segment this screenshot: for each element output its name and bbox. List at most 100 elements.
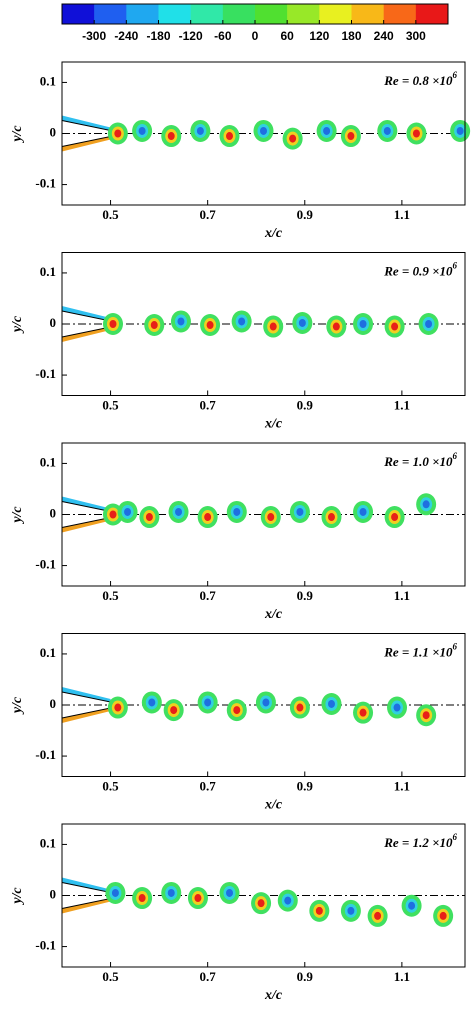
colorbar-swatch bbox=[190, 4, 224, 24]
vortex-core bbox=[170, 706, 178, 715]
x-tick-label: 1.1 bbox=[394, 397, 410, 412]
x-tick-label: 0.5 bbox=[102, 397, 119, 412]
vortex-core bbox=[233, 706, 241, 715]
vortex-core bbox=[315, 906, 323, 915]
x-tick-label: 0.7 bbox=[200, 969, 217, 984]
colorbar-label: -300 bbox=[82, 29, 106, 43]
vortex-core bbox=[204, 698, 212, 707]
y-tick-label: 0 bbox=[50, 505, 57, 520]
x-tick-label: 0.9 bbox=[297, 969, 314, 984]
x-tick-label: 0.7 bbox=[200, 778, 217, 793]
colorbar-label: 0 bbox=[252, 29, 259, 43]
x-axis-label: x/c bbox=[264, 226, 283, 241]
vortex-core bbox=[412, 129, 420, 138]
vortex-core bbox=[439, 911, 447, 920]
x-tick-label: 1.1 bbox=[394, 778, 410, 793]
vortex-core bbox=[114, 129, 122, 138]
y-axis-label: y/c bbox=[10, 125, 25, 144]
y-tick-label: 0 bbox=[50, 124, 57, 139]
vortex-core bbox=[359, 320, 367, 328]
x-tick-label: 0.5 bbox=[102, 588, 119, 603]
x-axis-label: x/c bbox=[264, 988, 283, 1003]
colorbar-label: 300 bbox=[406, 29, 426, 43]
vortex-core bbox=[148, 698, 156, 707]
annotation-text: Re = 0.9 ×10 bbox=[383, 263, 453, 278]
vortex-core bbox=[359, 507, 367, 516]
vortex-core bbox=[145, 513, 153, 522]
x-tick-label: 1.1 bbox=[394, 969, 410, 984]
y-axis-label: y/c bbox=[10, 315, 25, 334]
y-tick-label: -0.1 bbox=[35, 747, 56, 762]
y-tick-label: -0.1 bbox=[35, 176, 56, 191]
vortex-core bbox=[257, 899, 265, 908]
vortex-core bbox=[456, 126, 464, 135]
vortex-core bbox=[425, 320, 433, 328]
annotation: Re = 0.9 ×106 bbox=[383, 261, 457, 279]
colorbar-swatch bbox=[287, 4, 320, 24]
y-axis-label: y/c bbox=[10, 696, 25, 715]
colorbar-swatch bbox=[222, 4, 256, 24]
colorbar-label: 120 bbox=[309, 29, 329, 43]
vortex-core bbox=[150, 321, 158, 330]
colorbar-swatch bbox=[255, 4, 288, 24]
annotation-exponent: 6 bbox=[453, 832, 458, 842]
vortex-core bbox=[374, 911, 382, 920]
annotation-exponent: 6 bbox=[453, 451, 458, 461]
vortex-core bbox=[109, 320, 117, 328]
annotation: Re = 1.2 ×106 bbox=[383, 832, 457, 850]
colorbar-label: 240 bbox=[374, 29, 394, 43]
y-tick-label: -0.1 bbox=[35, 938, 56, 953]
colorbar-swatch bbox=[383, 4, 417, 24]
vortex-core bbox=[359, 708, 367, 717]
x-axis-label: x/c bbox=[264, 798, 283, 813]
colorbar-swatch bbox=[62, 4, 95, 24]
vortex-core bbox=[289, 134, 297, 143]
annotation-exponent: 6 bbox=[453, 642, 458, 652]
vortex-core bbox=[167, 132, 175, 141]
colorbar-swatch bbox=[415, 4, 449, 24]
vortex-core bbox=[226, 132, 234, 141]
y-tick-label: 0 bbox=[50, 315, 57, 330]
y-tick-label: 0 bbox=[50, 886, 57, 901]
vortex-core bbox=[124, 507, 132, 516]
vortex-core bbox=[298, 318, 306, 327]
colorbar-label: -60 bbox=[214, 29, 232, 43]
x-tick-label: 0.7 bbox=[200, 207, 217, 222]
x-axis-label: x/c bbox=[264, 417, 283, 432]
y-tick-label: 0.1 bbox=[40, 835, 56, 850]
vortex-core bbox=[296, 703, 304, 712]
colorbar-label: -180 bbox=[146, 29, 170, 43]
vortex-core bbox=[260, 126, 267, 135]
x-tick-label: 0.7 bbox=[200, 397, 217, 412]
x-tick-label: 0.7 bbox=[200, 588, 217, 603]
vortex-core bbox=[204, 513, 212, 522]
annotation-text: Re = 1.0 ×10 bbox=[383, 454, 453, 469]
vortex-core bbox=[383, 126, 391, 135]
annotation: Re = 1.0 ×106 bbox=[383, 451, 457, 469]
y-tick-label: -0.1 bbox=[35, 366, 56, 381]
colorbar-label: -120 bbox=[179, 29, 203, 43]
vortex-core bbox=[206, 321, 214, 330]
vortex-core bbox=[393, 703, 401, 712]
vortex-core bbox=[332, 322, 340, 331]
colorbar-swatch bbox=[158, 4, 191, 24]
colorbar-swatch bbox=[94, 4, 127, 24]
y-axis-label: y/c bbox=[10, 887, 25, 906]
colorbar-swatch bbox=[126, 4, 159, 24]
x-tick-label: 0.9 bbox=[297, 588, 314, 603]
vortex-core bbox=[114, 703, 122, 712]
colorbar-swatch bbox=[319, 4, 352, 24]
x-tick-label: 0.9 bbox=[297, 207, 314, 222]
x-tick-label: 0.9 bbox=[297, 397, 314, 412]
vortex-core bbox=[167, 888, 175, 897]
vortex-core bbox=[391, 513, 399, 522]
vortex-core bbox=[177, 317, 185, 326]
y-tick-label: 0 bbox=[50, 696, 57, 711]
y-tick-label: 0.1 bbox=[40, 645, 56, 660]
y-tick-label: -0.1 bbox=[35, 557, 56, 572]
vortex-core bbox=[284, 896, 292, 905]
vortex-core bbox=[296, 507, 304, 516]
annotation-text: Re = 0.8 ×10 bbox=[383, 73, 453, 88]
vortex-core bbox=[194, 894, 202, 903]
x-tick-label: 1.1 bbox=[394, 207, 410, 222]
